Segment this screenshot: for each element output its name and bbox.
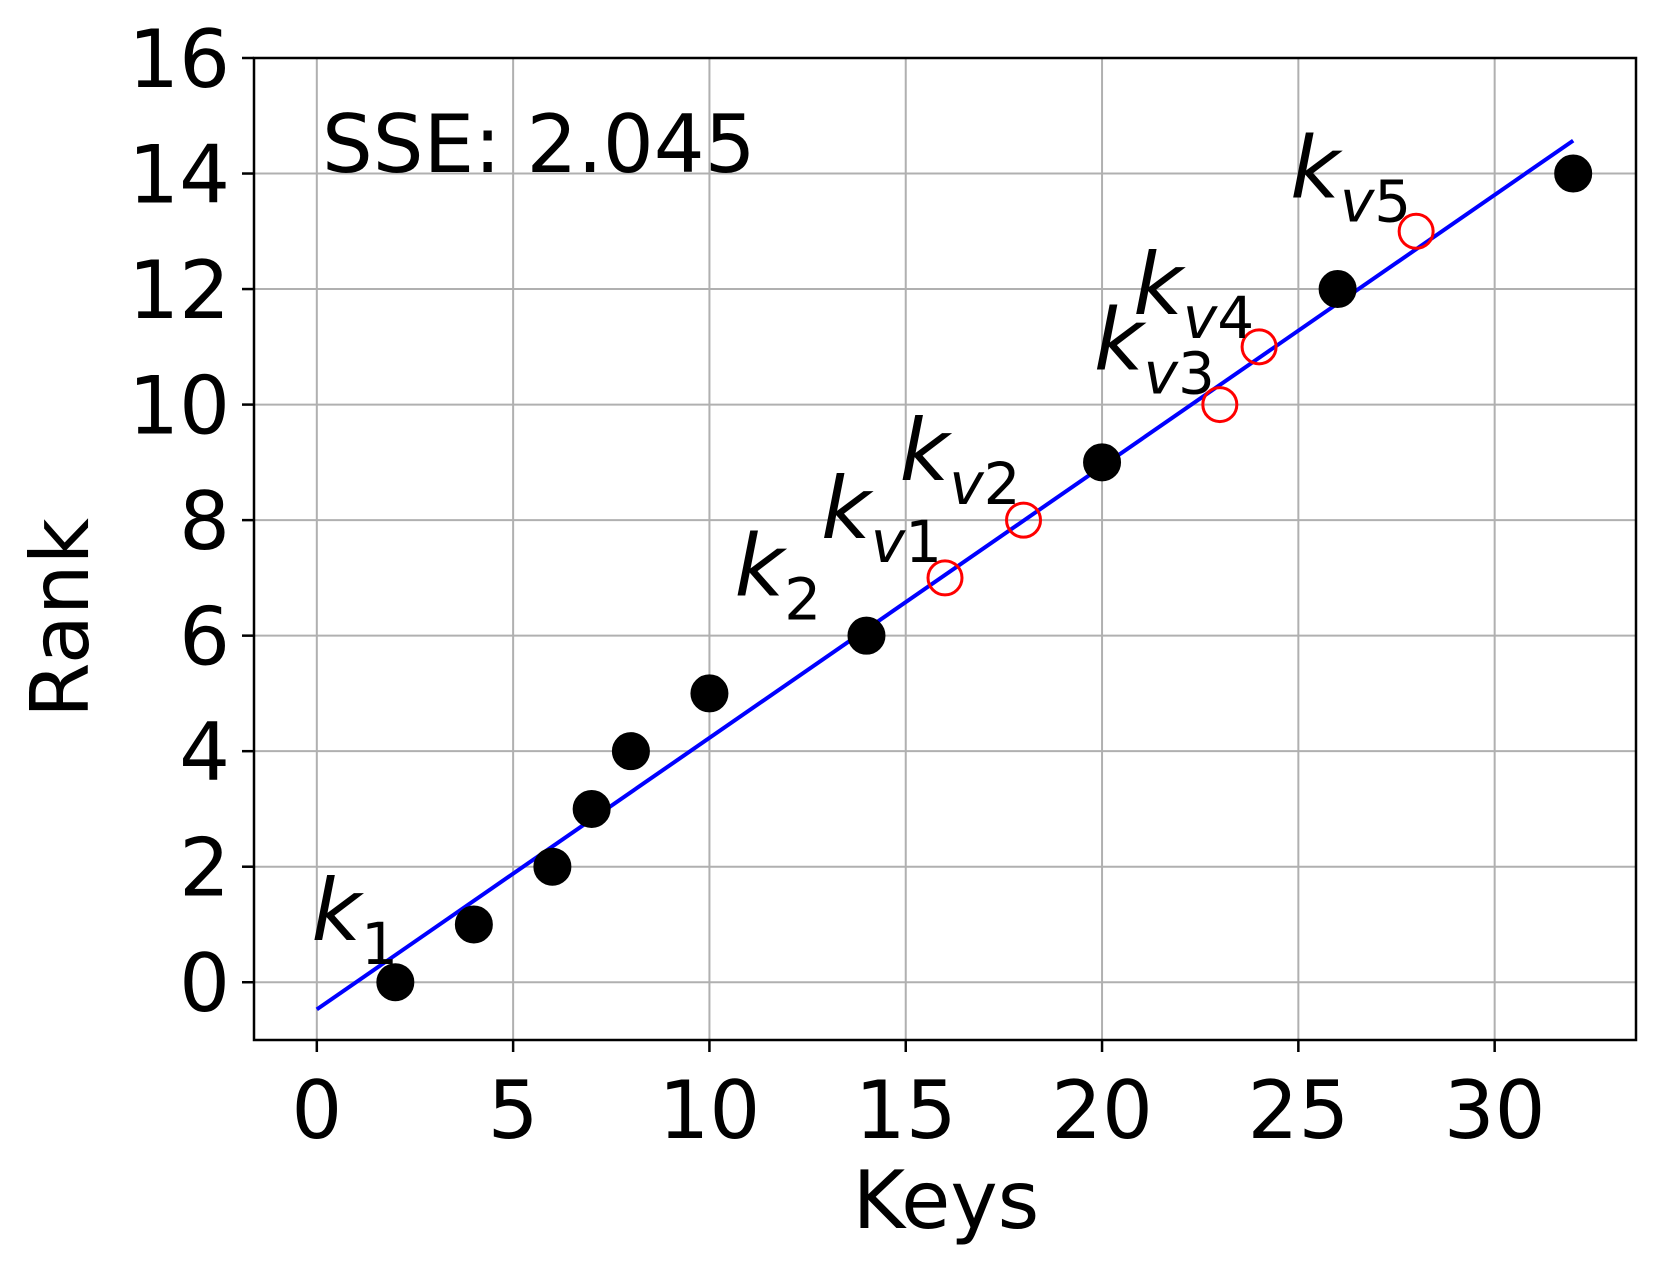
data-point xyxy=(1554,154,1593,193)
x-tick-label: 5 xyxy=(488,1064,539,1157)
point-label-subscript: v1 xyxy=(871,508,942,576)
point-label-base: k xyxy=(734,517,787,617)
y-tick-label: 8 xyxy=(179,475,230,568)
point-label: kv1 xyxy=(821,459,942,576)
point-label-subscript: v3 xyxy=(1144,340,1215,408)
sse-annotation: SSE: 2.045 xyxy=(322,98,756,191)
point-label-subscript: v4 xyxy=(1183,284,1254,352)
virtual-point xyxy=(926,559,964,597)
fit-line xyxy=(315,138,1575,1012)
data-point xyxy=(611,732,650,771)
data-point xyxy=(533,847,572,886)
point-label: kv2 xyxy=(900,401,1021,518)
y-tick-label: 0 xyxy=(179,937,230,1030)
x-tick-label: 25 xyxy=(1247,1064,1349,1157)
point-label: kv5 xyxy=(1290,118,1411,235)
virtual-point xyxy=(1201,386,1239,424)
y-tick-label: 14 xyxy=(128,129,230,222)
x-tick-label: 20 xyxy=(1051,1064,1153,1157)
point-label-subscript: 2 xyxy=(784,566,821,634)
y-axis-label: Rank xyxy=(14,517,107,718)
y-tick-label: 6 xyxy=(179,591,230,684)
point-label: kv4 xyxy=(1133,235,1254,352)
point-label: k1 xyxy=(311,861,398,978)
point-label-base: k xyxy=(1290,118,1343,218)
point-label-subscript: 1 xyxy=(361,910,398,978)
point-label-subscript-v: v xyxy=(1340,167,1376,235)
virtual-point xyxy=(1240,328,1278,366)
point-label-subscript-v: v xyxy=(1144,340,1180,408)
point-label-subscript: v2 xyxy=(949,450,1020,518)
point-label-base: k xyxy=(1094,291,1147,391)
point-label-subscript-v: v xyxy=(871,508,907,576)
point-label-base: k xyxy=(1133,235,1186,335)
y-tick-label: 12 xyxy=(128,244,230,337)
y-tick-label: 2 xyxy=(179,822,230,915)
x-axis-label: Keys xyxy=(853,1154,1040,1247)
point-label-subscript: v5 xyxy=(1340,167,1411,235)
point-label-base: k xyxy=(900,401,953,501)
y-tick-label: 10 xyxy=(128,360,230,453)
data-point xyxy=(690,674,729,713)
y-tick-label: 4 xyxy=(179,706,230,799)
fit-line-layer xyxy=(315,138,1575,1012)
virtual-point xyxy=(1397,212,1435,250)
x-tick-label: 10 xyxy=(659,1064,761,1157)
data-point xyxy=(847,616,886,655)
x-tick-label: 0 xyxy=(291,1064,342,1157)
point-label: kv3 xyxy=(1094,291,1215,408)
point-label-subscript-v: v xyxy=(949,450,985,518)
point-label-base: k xyxy=(821,459,874,559)
data-point xyxy=(1318,270,1357,309)
plot-frame xyxy=(252,56,1638,1042)
virtual-point xyxy=(1005,501,1043,539)
x-tick-label: 30 xyxy=(1444,1064,1546,1157)
data-point xyxy=(1083,443,1122,482)
point-label-base: k xyxy=(311,861,364,961)
point-label: k2 xyxy=(734,517,821,634)
data-point xyxy=(454,905,493,944)
y-tick-label: 16 xyxy=(128,13,230,106)
grid-layer xyxy=(254,57,1636,1040)
x-tick-label: 15 xyxy=(855,1064,957,1157)
data-point xyxy=(376,963,415,1002)
point-label-subscript-v: v xyxy=(1183,284,1219,352)
data-point xyxy=(572,789,611,828)
points-layer xyxy=(376,154,1593,1002)
